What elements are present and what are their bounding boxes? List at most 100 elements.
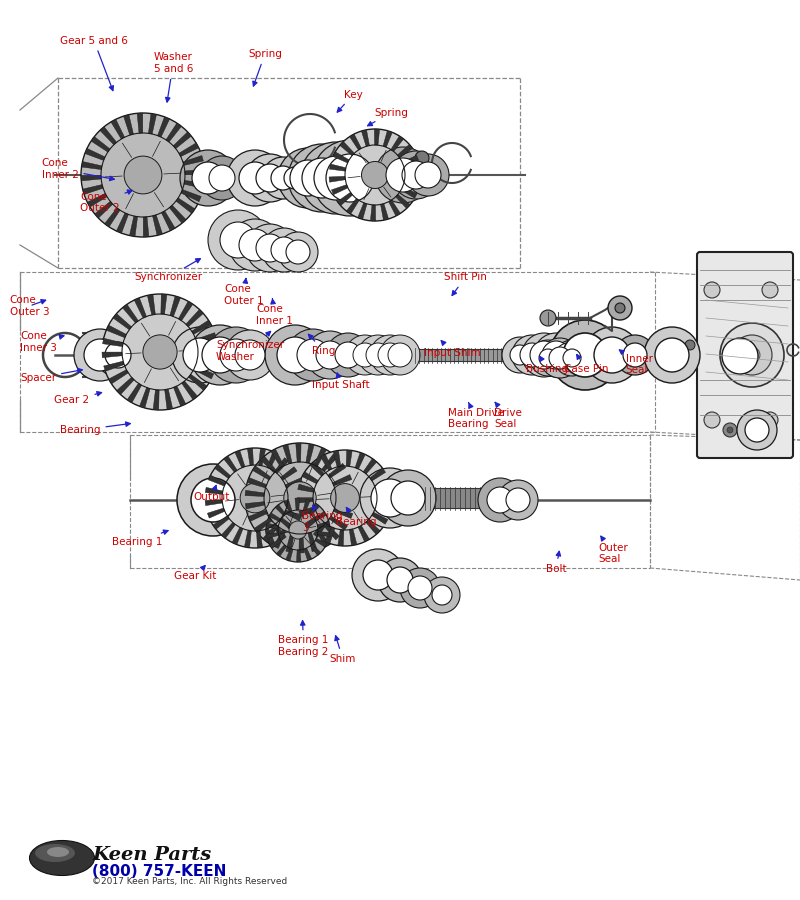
- Polygon shape: [314, 447, 326, 466]
- Circle shape: [550, 320, 620, 390]
- Polygon shape: [232, 527, 243, 544]
- Text: Washer
5 and 6: Washer 5 and 6: [154, 52, 193, 102]
- Circle shape: [265, 325, 325, 385]
- Text: ©2017 Keen Parts, Inc. All Rights Reserved: ©2017 Keen Parts, Inc. All Rights Reserv…: [92, 878, 287, 886]
- Circle shape: [530, 341, 558, 369]
- Polygon shape: [346, 450, 352, 466]
- Ellipse shape: [35, 844, 75, 862]
- Circle shape: [506, 488, 530, 512]
- Circle shape: [246, 224, 294, 272]
- Polygon shape: [381, 203, 389, 220]
- Polygon shape: [333, 474, 352, 486]
- Circle shape: [387, 567, 413, 593]
- Polygon shape: [116, 213, 129, 233]
- Polygon shape: [404, 179, 421, 186]
- Polygon shape: [318, 532, 330, 537]
- Circle shape: [96, 333, 140, 377]
- Polygon shape: [358, 526, 370, 542]
- Polygon shape: [184, 180, 205, 188]
- Polygon shape: [318, 521, 330, 527]
- Polygon shape: [113, 313, 131, 329]
- Circle shape: [415, 151, 429, 165]
- Circle shape: [722, 338, 758, 374]
- Polygon shape: [297, 498, 313, 503]
- Circle shape: [548, 335, 588, 375]
- Circle shape: [297, 450, 393, 546]
- Circle shape: [271, 166, 295, 190]
- Polygon shape: [306, 444, 314, 464]
- Polygon shape: [286, 478, 302, 488]
- Polygon shape: [269, 513, 281, 522]
- Polygon shape: [346, 199, 359, 214]
- Circle shape: [556, 343, 580, 367]
- Circle shape: [512, 335, 552, 375]
- Polygon shape: [370, 205, 376, 221]
- Polygon shape: [224, 456, 237, 472]
- Circle shape: [534, 333, 578, 377]
- Text: Output: Output: [194, 485, 230, 502]
- Circle shape: [363, 560, 393, 590]
- Circle shape: [554, 340, 590, 376]
- Polygon shape: [338, 529, 344, 546]
- Text: Bearing: Bearing: [336, 508, 377, 527]
- Circle shape: [262, 157, 304, 199]
- Polygon shape: [370, 468, 386, 481]
- Polygon shape: [267, 452, 278, 469]
- Polygon shape: [181, 190, 201, 202]
- Polygon shape: [284, 510, 302, 521]
- Text: Case Pin: Case Pin: [564, 355, 609, 374]
- Polygon shape: [153, 390, 159, 410]
- Circle shape: [380, 470, 436, 526]
- Circle shape: [745, 418, 769, 442]
- Circle shape: [183, 338, 217, 372]
- Text: Synchronizer
Washer: Synchronizer Washer: [216, 331, 284, 362]
- Text: Inner
Seal: Inner Seal: [619, 350, 653, 375]
- Circle shape: [362, 161, 389, 188]
- Circle shape: [563, 333, 607, 377]
- Circle shape: [297, 339, 329, 371]
- Polygon shape: [395, 194, 410, 209]
- Circle shape: [289, 521, 307, 539]
- Polygon shape: [162, 211, 175, 230]
- Polygon shape: [355, 453, 366, 469]
- Circle shape: [240, 483, 270, 513]
- Circle shape: [177, 464, 249, 536]
- Circle shape: [407, 154, 449, 196]
- Polygon shape: [244, 530, 251, 548]
- Circle shape: [685, 340, 695, 350]
- Text: Bolt: Bolt: [546, 552, 566, 574]
- Circle shape: [584, 327, 640, 383]
- Circle shape: [266, 498, 330, 562]
- Polygon shape: [275, 505, 286, 516]
- Polygon shape: [246, 501, 265, 508]
- Polygon shape: [170, 205, 186, 223]
- Polygon shape: [266, 533, 278, 538]
- Circle shape: [290, 160, 326, 196]
- Polygon shape: [323, 523, 339, 540]
- Circle shape: [256, 234, 284, 262]
- Circle shape: [502, 337, 538, 373]
- Circle shape: [246, 154, 294, 202]
- Text: Outer
Seal: Outer Seal: [598, 536, 628, 564]
- Circle shape: [358, 335, 398, 375]
- Polygon shape: [149, 113, 157, 134]
- Circle shape: [326, 154, 374, 202]
- Circle shape: [312, 140, 388, 216]
- Polygon shape: [330, 516, 347, 530]
- Polygon shape: [398, 144, 413, 158]
- Circle shape: [302, 158, 342, 198]
- Polygon shape: [197, 357, 218, 365]
- Circle shape: [762, 282, 778, 298]
- Circle shape: [229, 219, 281, 271]
- Circle shape: [330, 483, 359, 512]
- Circle shape: [487, 487, 513, 513]
- Polygon shape: [104, 361, 124, 372]
- Polygon shape: [91, 137, 110, 152]
- Text: Gear 2: Gear 2: [54, 392, 102, 406]
- Polygon shape: [333, 152, 349, 163]
- Polygon shape: [81, 176, 101, 181]
- Circle shape: [180, 150, 236, 206]
- Polygon shape: [235, 450, 245, 468]
- Polygon shape: [158, 117, 170, 137]
- Polygon shape: [192, 320, 211, 334]
